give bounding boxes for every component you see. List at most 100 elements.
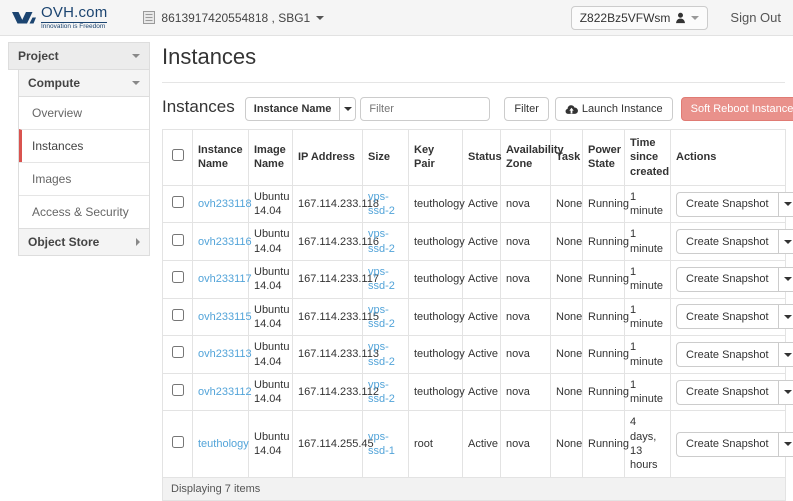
row-checkbox[interactable] (172, 384, 184, 396)
ip-address-cell: 167.114.233.118 (293, 185, 363, 223)
instance-name-link[interactable]: ovh233115 (198, 311, 252, 323)
col-image-name[interactable]: Image Name (249, 130, 293, 186)
time-since-created-cell: 4 days, 13 hours (625, 411, 671, 477)
ip-address-cell: 167.114.233.116 (293, 223, 363, 261)
power-state-cell: Running (583, 261, 625, 299)
status-cell: Active (463, 185, 501, 223)
project-list-icon (143, 11, 155, 24)
table-row: teuthology Ubuntu 14.04 167.114.255.45 v… (163, 411, 786, 477)
sidebar-section-compute[interactable]: Compute (18, 70, 150, 97)
task-cell: None (551, 373, 583, 411)
user-icon (675, 12, 686, 24)
filter-input[interactable] (360, 97, 490, 121)
time-since-created-cell: 1 minute (625, 223, 671, 261)
size-link[interactable]: vps-ssd-2 (368, 341, 395, 367)
create-snapshot-button[interactable]: Create Snapshot (676, 432, 779, 457)
soft-reboot-instances-button[interactable]: Soft Reboot Instances (681, 97, 793, 121)
create-snapshot-button[interactable]: Create Snapshot (676, 342, 779, 367)
sidebar-item-access-security[interactable]: Access & Security (19, 195, 149, 228)
sidebar-compute-label: Compute (28, 76, 80, 90)
row-actions-dropdown-toggle[interactable] (779, 304, 793, 329)
instance-name-link[interactable]: ovh233113 (198, 348, 252, 360)
row-checkbox[interactable] (172, 196, 184, 208)
col-instance-name[interactable]: Instance Name (193, 130, 249, 186)
instance-name-link[interactable]: ovh233116 (198, 236, 252, 248)
time-since-created-cell: 1 minute (625, 298, 671, 336)
col-key-pair[interactable]: Key Pair (409, 130, 463, 186)
col-actions: Actions (671, 130, 786, 186)
row-actions-dropdown-toggle[interactable] (779, 432, 793, 457)
col-availability-zone[interactable]: Availability Zone (501, 130, 551, 186)
col-ip-address[interactable]: IP Address (293, 130, 363, 186)
row-actions-dropdown-toggle[interactable] (779, 380, 793, 405)
sidebar-item-images[interactable]: Images (19, 162, 149, 195)
table-row: ovh233113 Ubuntu 14.04 167.114.233.113 v… (163, 336, 786, 374)
table-row: ovh233116 Ubuntu 14.04 167.114.233.116 v… (163, 223, 786, 261)
create-snapshot-button[interactable]: Create Snapshot (676, 192, 779, 217)
row-actions-dropdown-toggle[interactable] (779, 192, 793, 217)
create-snapshot-button[interactable]: Create Snapshot (676, 304, 779, 329)
select-all-checkbox[interactable] (172, 149, 184, 161)
row-count-status: Displaying 7 items (163, 477, 786, 500)
size-link[interactable]: vps-ssd-2 (368, 304, 395, 330)
image-name-cell: Ubuntu 14.04 (249, 185, 293, 223)
col-time-since-created[interactable]: Time since created (625, 130, 671, 186)
create-snapshot-button[interactable]: Create Snapshot (676, 267, 779, 292)
create-snapshot-button[interactable]: Create Snapshot (676, 380, 779, 405)
image-name-cell: Ubuntu 14.04 (249, 411, 293, 477)
availability-zone-cell: nova (501, 298, 551, 336)
chevron-down-icon (784, 442, 792, 446)
status-cell: Active (463, 298, 501, 336)
size-link[interactable]: vps-ssd-1 (368, 431, 395, 457)
col-task[interactable]: Task (551, 130, 583, 186)
col-power-state[interactable]: Power State (583, 130, 625, 186)
row-checkbox[interactable] (172, 346, 184, 358)
row-checkbox[interactable] (172, 436, 184, 448)
size-link[interactable]: vps-ssd-2 (368, 379, 395, 405)
sign-out-link[interactable]: Sign Out (730, 10, 781, 25)
row-actions-dropdown-toggle[interactable] (779, 229, 793, 254)
chevron-down-icon (784, 315, 792, 319)
filter-button[interactable]: Filter (504, 97, 548, 121)
availability-zone-cell: nova (501, 223, 551, 261)
status-cell: Active (463, 261, 501, 299)
row-checkbox[interactable] (172, 234, 184, 246)
logo-title: OVH.com (41, 5, 107, 20)
size-link[interactable]: vps-ssd-2 (368, 191, 395, 217)
image-name-cell: Ubuntu 14.04 (249, 373, 293, 411)
row-checkbox[interactable] (172, 271, 184, 283)
filter-field-selected-value: Instance Name (246, 98, 340, 120)
sidebar-project-label: Project (18, 49, 59, 63)
task-cell: None (551, 223, 583, 261)
power-state-cell: Running (583, 223, 625, 261)
user-menu-button[interactable]: Z822Bz5VFWsm (571, 6, 709, 30)
sidebar-section-object-store[interactable]: Object Store (18, 229, 150, 256)
sidebar-item-instances[interactable]: Instances (19, 129, 149, 162)
instance-name-link[interactable]: teuthology (198, 438, 249, 450)
row-checkbox[interactable] (172, 309, 184, 321)
create-snapshot-button[interactable]: Create Snapshot (676, 229, 779, 254)
col-status[interactable]: Status (463, 130, 501, 186)
row-actions-dropdown-toggle[interactable] (779, 267, 793, 292)
launch-instance-button[interactable]: Launch Instance (555, 97, 673, 121)
row-actions: Create Snapshot (676, 342, 793, 367)
instance-name-link[interactable]: ovh233118 (198, 198, 252, 210)
ip-address-cell: 167.114.233.113 (293, 336, 363, 374)
chevron-down-icon (784, 353, 792, 357)
size-link[interactable]: vps-ssd-2 (368, 228, 395, 254)
filter-field-select[interactable]: Instance Name (245, 97, 357, 121)
table-row: ovh233117 Ubuntu 14.04 167.114.233.117 v… (163, 261, 786, 299)
sidebar-item-overview[interactable]: Overview (19, 97, 149, 129)
sidebar-section-project[interactable]: Project (8, 42, 150, 70)
row-actions: Create Snapshot (676, 192, 793, 217)
project-selector[interactable]: 8613917420554818 , SBG1 (143, 11, 324, 25)
instance-name-link[interactable]: ovh233112 (198, 386, 252, 398)
row-actions-dropdown-toggle[interactable] (779, 342, 793, 367)
key-pair-cell: teuthology (409, 373, 463, 411)
col-size[interactable]: Size (363, 130, 409, 186)
instance-name-link[interactable]: ovh233117 (198, 273, 252, 285)
status-cell: Active (463, 373, 501, 411)
ovh-logo[interactable]: OVH.com Innovation is Freedom (12, 5, 107, 31)
size-link[interactable]: vps-ssd-2 (368, 266, 395, 292)
chevron-down-icon (132, 54, 140, 58)
